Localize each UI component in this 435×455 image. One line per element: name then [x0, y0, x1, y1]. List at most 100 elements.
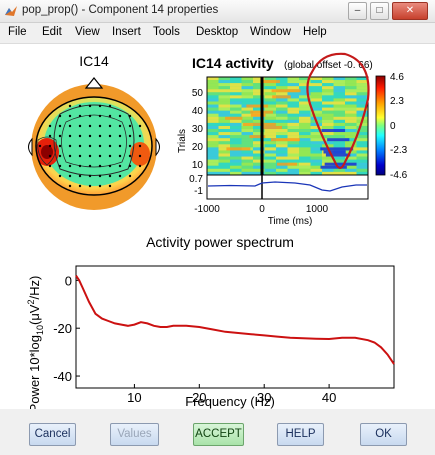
menu-file[interactable]: File	[8, 26, 27, 38]
help-button[interactable]: HELP	[277, 423, 324, 446]
colorbar	[375, 75, 386, 176]
erp-image-panel: IC14 activity (global offset -0. 66) Tri…	[177, 52, 408, 227]
menu-view[interactable]: View	[75, 26, 100, 38]
electrode	[108, 104, 112, 108]
electrode	[108, 144, 112, 148]
electrode	[118, 114, 122, 118]
erp-xtick: 0	[259, 204, 265, 215]
x-tick-label: 10	[127, 390, 141, 405]
menu-window[interactable]: Window	[250, 26, 291, 38]
electrode	[108, 164, 112, 168]
electrode	[78, 134, 82, 138]
electrode	[78, 164, 82, 168]
left-ear-icon	[28, 137, 33, 157]
electrode	[98, 174, 102, 178]
electrode	[78, 114, 82, 118]
electrode	[58, 124, 62, 128]
right-ear-icon	[155, 137, 160, 157]
electrode	[68, 114, 72, 118]
erp-ytick: 10	[192, 160, 204, 171]
menu-help[interactable]: Help	[303, 26, 327, 38]
electrode	[98, 144, 102, 148]
button-row: Cancel Values ACCEPT HELP OK	[0, 409, 435, 455]
power-spectrum-chart: Activity power spectrum 10 20 30 400-20-40 …	[26, 234, 395, 409]
x-tick-label: 20	[192, 390, 206, 405]
minimize-button[interactable]: –	[348, 2, 367, 20]
central-zone	[44, 102, 144, 186]
erp-xlabel: Time (ms)	[268, 216, 313, 227]
cancel-button[interactable]: Cancel	[29, 423, 76, 446]
hand-drawn-annotation	[306, 52, 370, 170]
electrode	[58, 114, 62, 118]
erp-ytick: 50	[192, 88, 204, 99]
electrode	[88, 134, 92, 138]
colorbar-tick: 4.6	[390, 72, 404, 83]
nose-icon	[84, 77, 104, 89]
spectrum-ylabel: Power 10*log10(μV2/Hz)	[26, 276, 45, 409]
electrode	[118, 144, 122, 148]
electrode	[128, 154, 132, 158]
electrode	[128, 144, 132, 148]
electrode	[88, 144, 92, 148]
close-button[interactable]: ✕	[392, 2, 428, 20]
electrode	[108, 174, 112, 178]
menu-insert[interactable]: Insert	[112, 26, 141, 38]
electrode	[98, 184, 102, 188]
electrode	[138, 144, 142, 148]
electrode	[58, 144, 62, 148]
electrode	[78, 124, 82, 128]
erp-ylabel: Trials	[177, 129, 188, 153]
trace-tick: 0.7	[189, 174, 203, 185]
ok-button[interactable]: OK	[360, 423, 407, 446]
electrode	[138, 164, 142, 168]
maximize-button[interactable]: □	[370, 2, 389, 20]
menu-desktop[interactable]: Desktop	[196, 26, 239, 38]
erp-subtitle: (global offset -0. 66)	[284, 60, 373, 71]
electrode	[138, 124, 142, 128]
electrode	[58, 164, 62, 168]
topo-title: IC14	[79, 53, 109, 69]
colorbar-tick: 0	[390, 121, 396, 132]
electrode	[108, 114, 112, 118]
x-tick-label: 40	[322, 390, 336, 405]
electrode	[58, 154, 62, 158]
erp-ytick: 20	[192, 142, 204, 153]
menu-edit[interactable]: Edit	[42, 26, 62, 38]
electrode	[118, 124, 122, 128]
electrode	[38, 144, 42, 148]
electrode	[118, 174, 122, 178]
electrode	[68, 184, 72, 188]
electrode	[88, 124, 92, 128]
y-tick-label: -40	[53, 369, 72, 384]
electrode-grid	[38, 104, 142, 188]
erp-average-trace	[207, 181, 367, 192]
accept-button[interactable]: ACCEPT	[193, 423, 244, 446]
electrode	[48, 144, 52, 148]
electrode	[98, 164, 102, 168]
spectrum-axes	[75, 265, 395, 389]
electrode	[78, 154, 82, 158]
electrode	[88, 154, 92, 158]
electrode	[98, 154, 102, 158]
electrode	[128, 174, 132, 178]
erp-ytick: 30	[192, 124, 204, 135]
electrode	[108, 124, 112, 128]
menu-tools[interactable]: Tools	[153, 26, 180, 38]
electrode	[48, 164, 52, 168]
electrode	[98, 134, 102, 138]
trace-tick: -1	[194, 186, 203, 197]
y-tick-label: -20	[53, 321, 72, 336]
colorbar-tick: 2.3	[390, 96, 404, 107]
electrode	[58, 174, 62, 178]
electrode	[88, 114, 92, 118]
matlab-icon	[5, 6, 17, 16]
electrode	[138, 154, 142, 158]
electrode	[108, 134, 112, 138]
title-bar[interactable]: pop_prop() - Component 14 properties – □…	[0, 0, 435, 23]
power-spectrum-line	[75, 275, 395, 365]
scalp-map: IC14	[28, 53, 160, 210]
spectrum-title: Activity power spectrum	[146, 234, 294, 250]
electrode	[98, 114, 102, 118]
values-button[interactable]: Values	[110, 423, 159, 446]
window-title: pop_prop() - Component 14 properties	[22, 4, 219, 16]
